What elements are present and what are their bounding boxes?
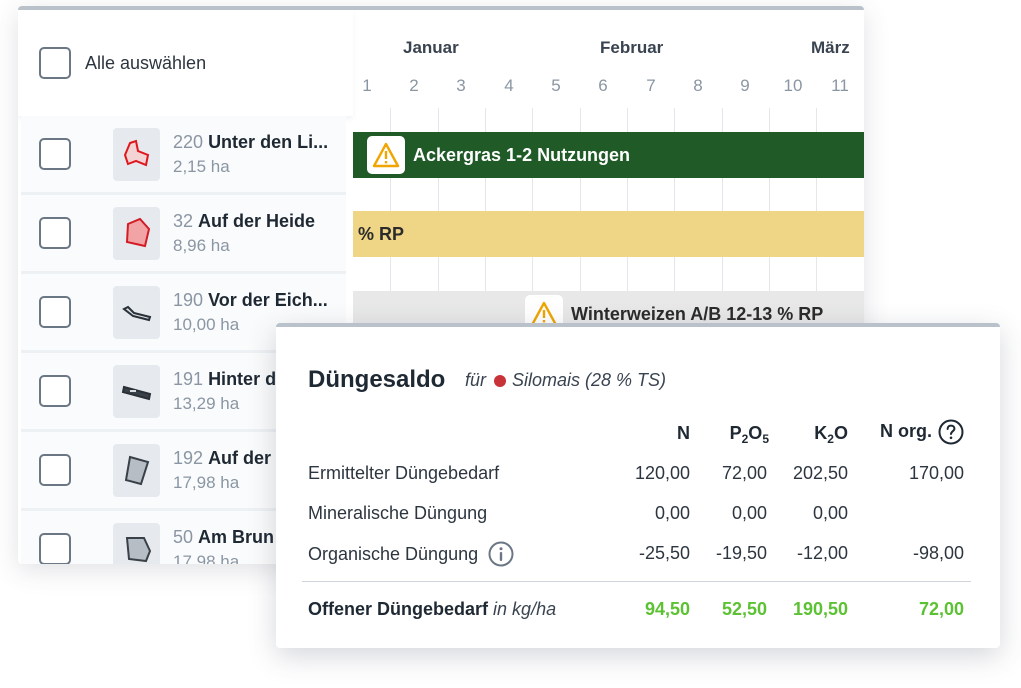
fertilizer-balance-card: Düngesaldo für Silomais (28 % TS) N P2O5… [276,323,1000,648]
day-label: 4 [504,76,514,95]
divider [302,581,971,582]
month-label: März [811,38,850,57]
field-name: Am Brun [198,527,275,547]
column-header-n: N [677,423,690,443]
field-checkbox[interactable] [39,533,71,564]
field-name: Unter den Li... [208,132,329,152]
field-area: 17,98 ha [173,473,240,492]
field-shape-icon [113,285,160,339]
field-number: 32 [173,211,194,231]
total-norg: 72,00 [918,599,964,619]
value-norg: -98,00 [912,543,964,563]
info-icon[interactable] [488,541,514,567]
field-checkbox[interactable] [39,375,71,407]
field-number: 190 [173,290,204,310]
day-label: 5 [551,76,561,95]
field-shape-icon [113,522,160,564]
crop-bar[interactable]: % RP [353,211,864,257]
row-label: Organische Düngung [308,543,479,564]
column-header-k2o: K2O [814,423,848,446]
column-header-p2o5: P2O5 [729,423,769,446]
field-row[interactable]: 32 Auf der Heide 8,96 ha [21,195,346,274]
select-all-label: Alle auswählen [85,52,207,73]
card-title: Düngesaldo [308,366,446,393]
field-area: 17,98 ha [173,552,240,564]
total-n: 94,50 [644,599,690,619]
value-k2o: 202,50 [792,463,848,483]
day-label: 11 [831,76,849,95]
value-k2o: -12,00 [796,543,848,563]
month-label: Februar [600,38,664,57]
field-area: 8,96 ha [173,236,230,255]
field-name: Vor der Eich... [208,290,328,310]
field-shape-icon [113,364,160,418]
row-label: Mineralische Düngung [308,503,488,523]
field-row[interactable]: 220 Unter den Li... 2,15 ha [21,116,346,195]
help-icon[interactable] [938,419,964,445]
day-label: 2 [409,76,419,95]
total-unit: in kg/ha [493,599,557,619]
field-area: 13,29 ha [173,394,240,413]
field-checkbox[interactable] [39,138,71,170]
row-label: Ermittelter Düngebedarf [308,463,500,483]
field-checkbox[interactable] [39,296,71,328]
day-label: 3 [456,76,466,95]
value-norg: 170,00 [908,463,964,483]
crop-subtitle: für Silomais (28 % TS) [465,370,666,391]
crop-name: Silomais (28 % TS) [512,370,667,390]
day-header: 1 2 3 4 5 6 7 8 9 10 11 [353,76,864,98]
total-k2o: 190,50 [792,599,848,619]
column-header-norg: N org. [880,419,964,445]
day-label: 1 [362,76,372,95]
field-area: 10,00 ha [173,315,240,334]
field-row[interactable]: 190 Vor der Eich... 10,00 ha [21,274,346,353]
crop-bar-label: Winterweizen A/B 12-13 % RP [571,303,824,324]
day-label: 8 [693,76,703,95]
field-shape-icon [113,443,160,497]
value-p2o5: 72,00 [721,463,767,483]
crop-bar[interactable]: Ackergras 1-2 Nutzungen [353,132,864,178]
month-header: Januar Februar März [353,38,864,60]
field-checkbox[interactable] [39,454,71,486]
field-area: 2,15 ha [173,157,230,176]
value-n: 0,00 [654,503,690,523]
field-name: Hinter d [208,369,277,389]
select-all-checkbox[interactable] [39,47,71,79]
day-label: 10 [783,76,803,95]
total-label: Offener Düngebedarf in kg/ha [308,599,557,619]
day-label: 6 [598,76,608,95]
value-n: -25,50 [638,543,690,563]
field-shape-icon [113,206,160,260]
crop-bar-label: Ackergras 1-2 Nutzungen [413,144,631,165]
for-label: für [465,370,487,390]
warning-icon [367,136,405,174]
day-label: 7 [646,76,656,95]
list-header: Alle auswählen [18,10,353,116]
day-label: 9 [740,76,750,95]
field-number: 220 [173,132,204,152]
field-checkbox[interactable] [39,217,71,249]
field-name: Auf der Heide [198,211,316,231]
month-label: Januar [403,38,459,57]
field-number: 191 [173,369,204,389]
total-p2o5: 52,50 [721,599,767,619]
value-p2o5: -19,50 [715,543,767,563]
crop-bar-label: % RP [358,223,405,244]
crop-color-dot [494,374,507,387]
row-label-organic: Organische Düngung [308,541,514,567]
value-p2o5: 0,00 [731,503,767,523]
field-name: Auf der [208,448,272,468]
field-number: 192 [173,448,204,468]
value-n: 120,00 [634,463,690,483]
value-k2o: 0,00 [812,503,848,523]
field-number: 50 [173,527,194,547]
field-shape-icon [113,127,160,181]
